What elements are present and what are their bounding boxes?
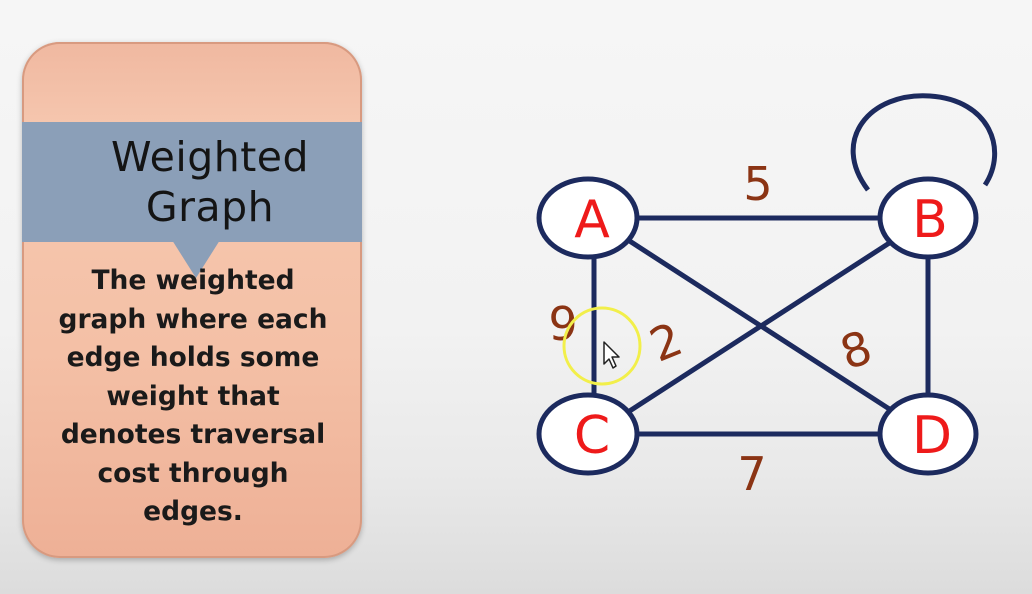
node-b-label: B xyxy=(912,190,948,250)
description-line: graph where each xyxy=(58,303,328,335)
description-line: edges. xyxy=(143,496,243,527)
edge-b-c xyxy=(592,215,930,437)
node-c-label: C xyxy=(574,406,610,466)
card-title-line-2: Graph xyxy=(145,183,275,231)
description-line: edge holds some xyxy=(66,342,320,373)
weight-b-c: 2 xyxy=(642,311,689,372)
mouse-pointer-icon xyxy=(603,341,620,369)
header-pointer xyxy=(172,240,220,278)
node-c: C xyxy=(536,392,640,476)
card-title: Weighted Graph xyxy=(60,132,360,232)
description-line: The weighted xyxy=(91,265,295,296)
description-line: cost through xyxy=(97,457,289,489)
description-line: weight that xyxy=(106,380,280,412)
description-line: denotes traversal xyxy=(60,419,326,450)
node-a-label: A xyxy=(574,190,610,250)
weight-a-d: 8 xyxy=(834,320,879,380)
card-description: The weighted graph where each edge holds… xyxy=(30,262,356,532)
node-a: A xyxy=(536,176,640,260)
weight-c-d: 7 xyxy=(737,447,766,501)
card-title-line-1: Weighted xyxy=(110,133,310,181)
cursor-highlight-ring xyxy=(562,306,642,386)
node-d: D xyxy=(877,392,979,476)
node-d-label: D xyxy=(912,406,952,466)
node-b: B xyxy=(877,176,979,260)
card-header-band xyxy=(22,122,362,242)
edge-b-b-loop xyxy=(850,93,998,192)
weight-a-b: 5 xyxy=(743,157,772,211)
